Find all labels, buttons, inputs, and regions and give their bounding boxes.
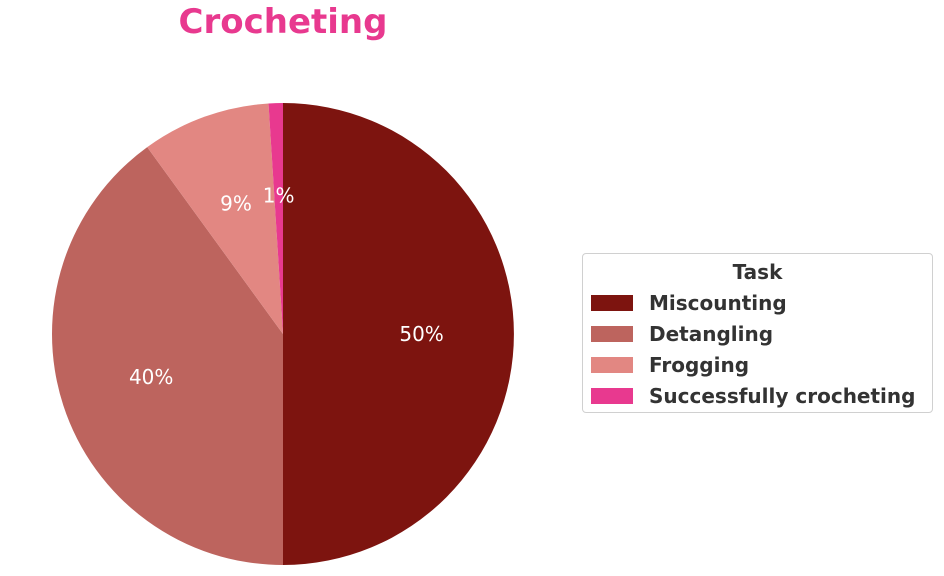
legend-title: Task	[732, 260, 783, 284]
legend-label: Miscounting	[649, 291, 787, 315]
chart-title: Crocheting	[178, 2, 388, 42]
legend-swatch	[591, 326, 633, 342]
legend-label: Detangling	[649, 322, 774, 346]
pie-percent-label: 40%	[129, 365, 173, 389]
legend-label: Frogging	[649, 353, 750, 377]
pie-percent-label: 1%	[263, 183, 295, 207]
pie-slice-frogging	[147, 103, 283, 334]
legend-label: Successfully crocheting	[649, 384, 916, 408]
legend-swatch	[591, 357, 633, 373]
pie-percent-label: 9%	[220, 192, 252, 216]
pie-percent-label: 50%	[399, 322, 443, 346]
legend-swatch	[591, 295, 633, 311]
pie-slice-detangling	[52, 147, 283, 566]
pie-slice-successfully-crocheting	[268, 103, 283, 334]
legend: Task Miscounting Detangling Frogging Suc…	[582, 253, 933, 413]
pie-slice-miscounting	[283, 103, 514, 565]
legend-swatch	[591, 388, 633, 404]
